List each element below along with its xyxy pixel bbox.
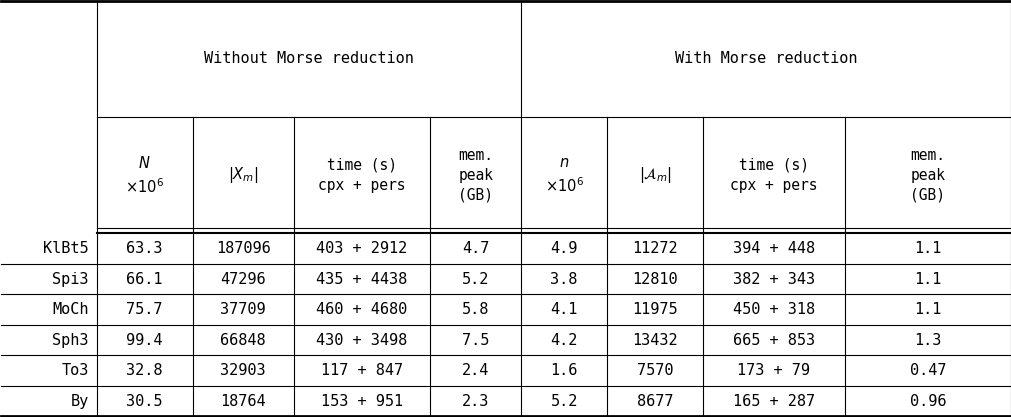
Text: 4.9: 4.9 <box>550 241 577 256</box>
Text: 1.6: 1.6 <box>550 363 577 378</box>
Text: $|X_m|$: $|X_m|$ <box>227 165 258 185</box>
Text: 173 + 79: 173 + 79 <box>737 363 810 378</box>
Text: mem.
peak
(GB): mem. peak (GB) <box>910 148 944 203</box>
Text: 3.8: 3.8 <box>550 271 577 286</box>
Text: $|\mathcal{A}_m|$: $|\mathcal{A}_m|$ <box>638 165 671 185</box>
Text: 32903: 32903 <box>220 363 266 378</box>
Text: 435 + 4438: 435 + 4438 <box>316 271 407 286</box>
Text: With Morse reduction: With Morse reduction <box>674 51 856 66</box>
Text: By: By <box>71 394 89 409</box>
Text: 66848: 66848 <box>220 333 266 348</box>
Text: 11272: 11272 <box>632 241 677 256</box>
Text: 430 + 3498: 430 + 3498 <box>316 333 407 348</box>
Text: 394 + 448: 394 + 448 <box>732 241 814 256</box>
Text: 99.4: 99.4 <box>126 333 163 348</box>
Text: Without Morse reduction: Without Morse reduction <box>204 51 413 66</box>
Text: 153 + 951: 153 + 951 <box>320 394 402 409</box>
Text: 165 + 287: 165 + 287 <box>732 394 814 409</box>
Text: 12810: 12810 <box>632 271 677 286</box>
Text: Sph3: Sph3 <box>52 333 89 348</box>
Text: 1.3: 1.3 <box>913 333 940 348</box>
Text: 4.1: 4.1 <box>550 302 577 317</box>
Text: 382 + 343: 382 + 343 <box>732 271 814 286</box>
Text: 4.7: 4.7 <box>462 241 489 256</box>
Text: time (s)
cpx + pers: time (s) cpx + pers <box>317 158 405 193</box>
Text: To3: To3 <box>62 363 89 378</box>
Text: $n$
$\times10^6$: $n$ $\times10^6$ <box>544 155 583 195</box>
Text: 30.5: 30.5 <box>126 394 163 409</box>
Text: 1.1: 1.1 <box>913 271 940 286</box>
Text: 1.1: 1.1 <box>913 241 940 256</box>
Text: 2.3: 2.3 <box>462 394 489 409</box>
Text: 32.8: 32.8 <box>126 363 163 378</box>
Text: 0.47: 0.47 <box>909 363 945 378</box>
Text: 13432: 13432 <box>632 333 677 348</box>
Text: mem.
peak
(GB): mem. peak (GB) <box>458 148 492 203</box>
Text: 5.2: 5.2 <box>550 394 577 409</box>
Text: 47296: 47296 <box>220 271 266 286</box>
Text: 450 + 318: 450 + 318 <box>732 302 814 317</box>
Text: 11975: 11975 <box>632 302 677 317</box>
Text: Spi3: Spi3 <box>52 271 89 286</box>
Text: 1.1: 1.1 <box>913 302 940 317</box>
Text: 4.2: 4.2 <box>550 333 577 348</box>
Text: 5.8: 5.8 <box>462 302 489 317</box>
Text: 7570: 7570 <box>636 363 672 378</box>
Text: time (s)
cpx + pers: time (s) cpx + pers <box>729 158 817 193</box>
Text: 5.2: 5.2 <box>462 271 489 286</box>
Text: $N$
$\times10^6$: $N$ $\times10^6$ <box>125 155 164 196</box>
Text: 187096: 187096 <box>215 241 270 256</box>
Text: 66.1: 66.1 <box>126 271 163 286</box>
Text: MoCh: MoCh <box>52 302 89 317</box>
Text: 18764: 18764 <box>220 394 266 409</box>
Text: 403 + 2912: 403 + 2912 <box>316 241 407 256</box>
Text: 75.7: 75.7 <box>126 302 163 317</box>
Text: 117 + 847: 117 + 847 <box>320 363 402 378</box>
Text: 2.4: 2.4 <box>462 363 489 378</box>
Text: KlBt5: KlBt5 <box>42 241 89 256</box>
Text: 7.5: 7.5 <box>462 333 489 348</box>
Text: 37709: 37709 <box>220 302 266 317</box>
Text: 0.96: 0.96 <box>909 394 945 409</box>
Text: 63.3: 63.3 <box>126 241 163 256</box>
Text: 460 + 4680: 460 + 4680 <box>316 302 407 317</box>
Text: 665 + 853: 665 + 853 <box>732 333 814 348</box>
Text: 8677: 8677 <box>636 394 672 409</box>
